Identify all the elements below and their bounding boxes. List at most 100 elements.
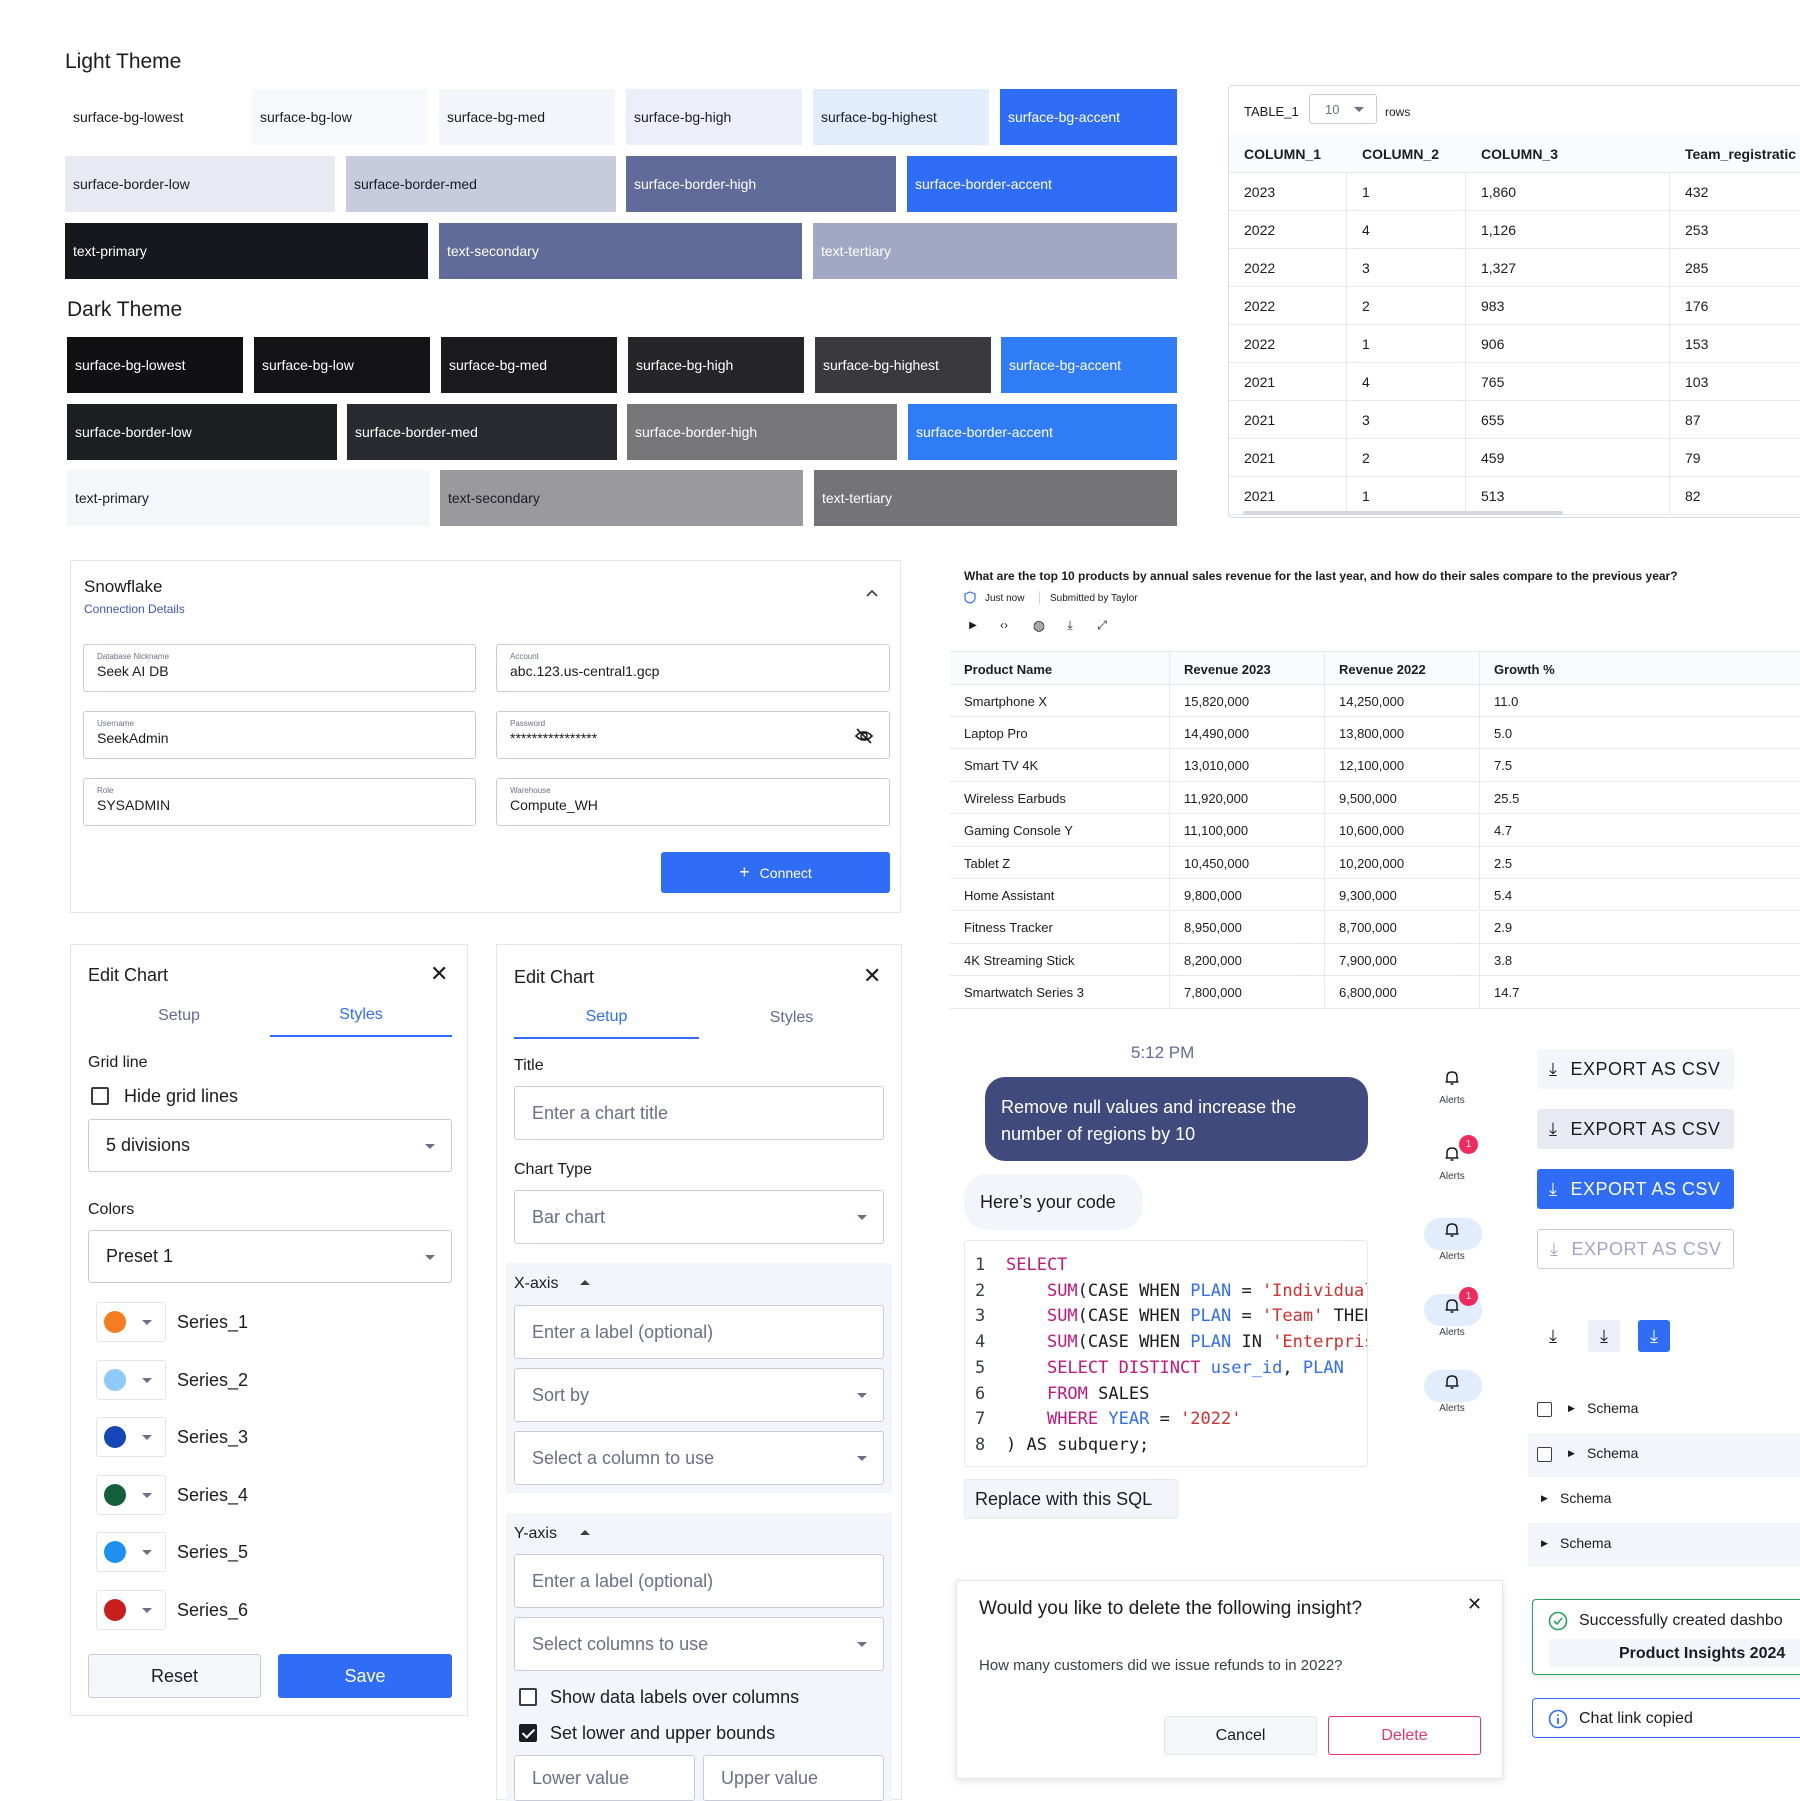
table-cell: 11.0 — [1494, 693, 1519, 709]
table-row: Laptop Pro 14,490,000 13,800,000 5.0 — [950, 717, 1800, 750]
chart-type-select[interactable]: Bar chart — [514, 1190, 884, 1244]
table-cell: Wireless Earbuds — [950, 782, 1170, 815]
x-label-input[interactable]: Enter a label (optional) — [514, 1305, 884, 1359]
caret-right-icon[interactable]: ▶ — [1568, 1403, 1575, 1413]
play-icon[interactable]: ▶ — [969, 619, 977, 631]
show-data-labels-checkbox[interactable] — [519, 1688, 537, 1706]
table-cell: 765 — [1466, 363, 1670, 401]
schema-checkbox[interactable] — [1537, 1402, 1552, 1417]
database-nickname-field[interactable]: Database Nickname Seek AI DB — [83, 644, 476, 692]
column-header[interactable]: Revenue 2023 — [1170, 652, 1325, 686]
export-csv-button[interactable]: ⤓ EXPORT AS CSV — [1537, 1169, 1734, 1209]
schema-row-highlight — [1528, 1433, 1800, 1477]
caret-right-icon[interactable]: ▶ — [1568, 1448, 1575, 1458]
schema-label[interactable]: Schema — [1587, 1445, 1639, 1461]
close-icon[interactable]: ✕ — [863, 963, 882, 988]
lower-value-input[interactable]: Lower value — [514, 1755, 695, 1801]
tab-setup[interactable]: Setup — [514, 997, 699, 1039]
save-button[interactable]: Save — [278, 1654, 452, 1698]
alerts-button[interactable]: Alerts — [1420, 1070, 1484, 1106]
connect-button[interactable]: + Connect — [661, 852, 890, 893]
download-icon: ⤓ — [1549, 1178, 1558, 1199]
schema-label[interactable]: Schema — [1587, 1400, 1639, 1416]
bell-icon — [1445, 1223, 1459, 1237]
cancel-button[interactable]: Cancel — [1164, 1716, 1317, 1755]
download-icon[interactable]: ⤓ — [1067, 617, 1073, 632]
column-header[interactable]: Team_registratic — [1685, 146, 1797, 162]
table-cell: 3 — [1347, 249, 1466, 287]
column-header[interactable]: Revenue 2022 — [1325, 652, 1480, 686]
close-icon[interactable]: ✕ — [430, 961, 449, 986]
x-column-select[interactable]: Select a column to use — [514, 1431, 884, 1485]
alerts-button[interactable]: Alerts — [1420, 1222, 1484, 1262]
export-csv-button[interactable]: ⤓ EXPORT AS CSV — [1537, 1109, 1734, 1149]
connect-label: Connect — [759, 864, 812, 881]
caret-right-icon[interactable]: ▶ — [1541, 1538, 1548, 1548]
eye-off-icon[interactable] — [854, 727, 874, 745]
caret-right-icon[interactable]: ▶ — [1541, 1493, 1548, 1503]
swatch-light-border-low: surface-border-low — [65, 156, 335, 212]
role-field[interactable]: Role SYSADMIN — [83, 778, 476, 826]
y-label-input[interactable]: Enter a label (optional) — [514, 1554, 884, 1608]
table-cell: 253 — [1685, 222, 1709, 238]
account-field[interactable]: Account abc.123.us-central1.gcp — [496, 644, 890, 692]
y-columns-select[interactable]: Select columns to use — [514, 1617, 884, 1671]
chart-pie-icon[interactable]: ◍ — [1032, 616, 1046, 633]
reset-button[interactable]: Reset — [88, 1654, 261, 1698]
chevron-up-icon[interactable] — [580, 1280, 590, 1285]
preset-value: Preset 1 — [106, 1246, 174, 1266]
preset-select[interactable]: Preset 1 — [88, 1230, 452, 1283]
column-header[interactable]: COLUMN_2 — [1362, 146, 1440, 162]
upper-value-input[interactable]: Upper value — [703, 1755, 884, 1801]
column-header[interactable]: Product Name — [950, 652, 1170, 686]
code-icon[interactable]: ‹› — [1000, 618, 1008, 632]
download-icon[interactable]: ⤓ — [1588, 1320, 1620, 1352]
alerts-button[interactable]: Alerts 1 — [1420, 1135, 1484, 1182]
download-icon[interactable]: ⤓ — [1638, 1320, 1670, 1352]
set-bounds-checkbox[interactable] — [519, 1724, 537, 1742]
series-label: Series_5 — [177, 1542, 249, 1562]
alerts-button[interactable]: Alerts — [1420, 1374, 1484, 1414]
close-icon[interactable]: ✕ — [1467, 1594, 1483, 1614]
schema-checkbox[interactable] — [1537, 1447, 1552, 1462]
download-icon[interactable]: ⤓ — [1549, 1325, 1557, 1346]
column-header[interactable]: Growth % — [1494, 661, 1555, 677]
rows-select[interactable]: 10 — [1309, 94, 1377, 124]
chevron-up-icon[interactable] — [866, 589, 878, 597]
swatch-light-bg-med: surface-bg-med — [439, 89, 615, 145]
column-header[interactable]: COLUMN_3 — [1481, 146, 1559, 162]
table-cell: 2.9 — [1494, 920, 1513, 936]
x-axis-label[interactable]: X-axis — [514, 1275, 559, 1292]
dashboard-link[interactable]: Product Insights 2024 — [1619, 1645, 1786, 1662]
password-field[interactable]: Password **************** — [496, 711, 890, 759]
swatch-dark-bg-low: surface-bg-low — [254, 337, 430, 393]
series-label: Series_6 — [177, 1599, 249, 1620]
hide-grid-checkbox[interactable] — [91, 1087, 109, 1105]
chart-type-label: Chart Type — [514, 1161, 592, 1178]
tab-styles[interactable]: Styles — [270, 995, 452, 1037]
y-axis-label[interactable]: Y-axis — [514, 1525, 557, 1542]
alerts-button[interactable]: Alerts 1 — [1420, 1287, 1484, 1338]
divisions-select[interactable]: 5 divisions — [88, 1119, 452, 1172]
sort-by-select[interactable]: Sort by — [514, 1368, 884, 1422]
swatch-dark-bg-accent: surface-bg-accent — [1001, 337, 1177, 393]
sql-code: SELECT SUM(CASE WHEN PLAN = 'Individual'… — [1006, 1255, 1367, 1455]
chevron-up-icon[interactable] — [580, 1530, 590, 1535]
schema-label[interactable]: Schema — [1560, 1535, 1612, 1551]
chart-title-input[interactable]: Enter a chart title — [514, 1086, 884, 1140]
swatch-light-border-accent: surface-border-accent — [907, 156, 1177, 212]
username-field[interactable]: Username SeekAdmin — [83, 711, 476, 759]
warehouse-field[interactable]: Warehouse Compute_WH — [496, 778, 890, 826]
table-cell: 10,600,000 — [1325, 814, 1480, 847]
column-header[interactable]: COLUMN_1 — [1244, 146, 1322, 162]
replace-sql-button[interactable]: Replace with this SQL — [964, 1479, 1178, 1519]
table-cell: 11,100,000 — [1170, 814, 1325, 847]
export-csv-button-disabled[interactable]: ⤓ EXPORT AS CSV — [1537, 1229, 1734, 1269]
expand-icon[interactable]: ⤢ — [1097, 617, 1107, 632]
export-csv-button[interactable]: ⤓ EXPORT AS CSV — [1537, 1049, 1734, 1089]
tab-setup[interactable]: Setup — [158, 1007, 200, 1024]
schema-label[interactable]: Schema — [1560, 1490, 1612, 1506]
tab-styles[interactable]: Styles — [769, 1009, 814, 1026]
horizontal-scrollbar[interactable] — [1243, 511, 1563, 515]
delete-button[interactable]: Delete — [1328, 1716, 1481, 1755]
